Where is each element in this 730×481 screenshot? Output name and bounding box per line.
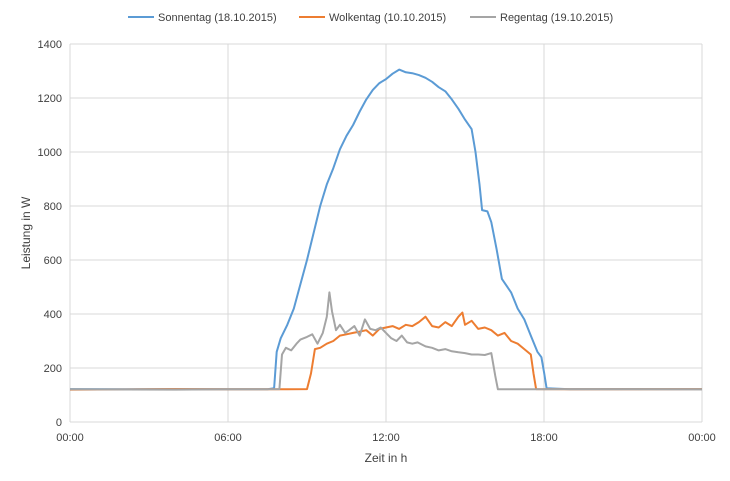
series-lines <box>69 68 703 391</box>
x-axis-title: Zeit in h <box>365 451 408 465</box>
y-tick-label: 200 <box>44 363 62 375</box>
x-tick-label: 00:00 <box>56 432 84 444</box>
y-tick-label: 1200 <box>38 93 62 105</box>
y-axis-title: Leistung in W <box>19 196 33 269</box>
y-axis-ticks: 0 200 400 600 800 1000 1200 1400 <box>38 39 62 429</box>
grid <box>69 43 703 423</box>
x-tick-label: 18:00 <box>530 432 558 444</box>
legend-item-1: Sonnentag (18.10.2015) <box>128 12 277 24</box>
x-tick-label: 00:00 <box>688 432 716 444</box>
x-tick-label: 12:00 <box>372 432 400 444</box>
series-line-3 <box>69 291 702 391</box>
legend-label: Sonnentag (18.10.2015) <box>158 12 277 24</box>
y-tick-label: 800 <box>44 201 62 213</box>
legend-item-2: Wolkentag (10.10.2015) <box>299 12 446 24</box>
y-tick-label: 1000 <box>38 147 62 159</box>
series-line-1 <box>69 68 703 391</box>
x-axis-ticks: 00:00 06:00 12:00 18:00 00:00 <box>56 432 716 444</box>
y-tick-label: 1400 <box>38 39 62 51</box>
y-tick-label: 600 <box>44 255 62 267</box>
series-line-2 <box>69 311 703 391</box>
y-tick-label: 0 <box>56 417 62 429</box>
legend-label: Regentag (19.10.2015) <box>500 12 613 24</box>
legend-label: Wolkentag (10.10.2015) <box>329 12 446 24</box>
x-tick-label: 06:00 <box>214 432 242 444</box>
legend: Sonnentag (18.10.2015) Wolkentag (10.10.2… <box>128 12 613 24</box>
legend-item-3: Regentag (19.10.2015) <box>470 12 613 24</box>
y-tick-label: 400 <box>44 309 62 321</box>
